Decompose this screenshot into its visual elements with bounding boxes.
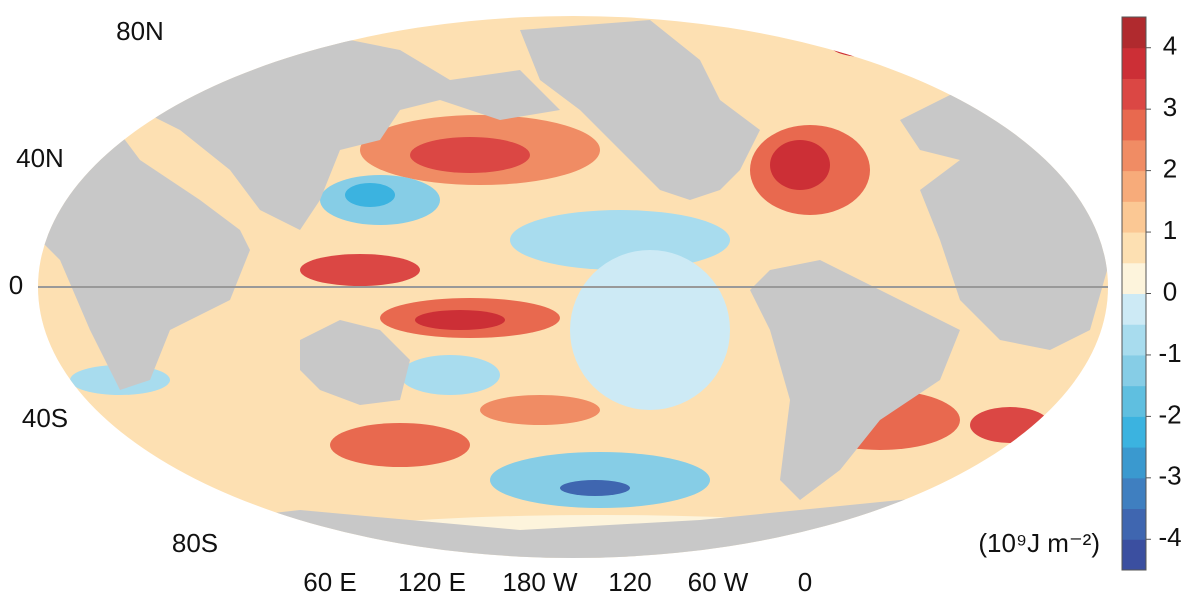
colorbar-swatch	[1122, 17, 1146, 49]
colorbar-swatch	[1122, 539, 1146, 571]
colorbar-swatch	[1122, 201, 1146, 233]
colorbar-tick-label: 4	[1163, 31, 1177, 61]
colorbar-swatch	[1122, 170, 1146, 202]
colorbar-swatch	[1122, 139, 1146, 172]
latitude-label: 80S	[172, 528, 218, 558]
longitude-label: 180 W	[502, 567, 578, 597]
latitude-label: 80N	[116, 16, 164, 46]
colorbar-tick-label: -4	[1158, 522, 1181, 552]
unit-label: (10⁹J m⁻²)	[978, 528, 1100, 558]
colorbar-swatch	[1122, 262, 1146, 294]
longitude-label: 0	[798, 567, 812, 597]
colorbar-swatch	[1122, 508, 1146, 540]
colorbar-swatch	[1122, 293, 1146, 325]
colorbar-swatch	[1122, 109, 1146, 141]
longitude-label: 60 W	[688, 567, 749, 597]
colorbar-tick-label: 1	[1163, 215, 1177, 245]
colorbar-swatch	[1122, 477, 1146, 510]
latitude-label: 40S	[22, 403, 68, 433]
colorbar-swatch	[1122, 447, 1146, 479]
colorbar-tick-label: -2	[1158, 399, 1181, 429]
colorbar-tick-label: 3	[1163, 92, 1177, 122]
latitude-label: 0	[9, 270, 23, 300]
longitude-label: 120	[608, 567, 651, 597]
colorbar-swatch	[1122, 232, 1146, 264]
longitude-label: 120 E	[398, 567, 466, 597]
colorbar-swatch	[1122, 78, 1146, 110]
colorbar-swatch	[1122, 324, 1146, 356]
colorbar-tick-label: -3	[1158, 461, 1181, 491]
colorbar-swatch	[1122, 385, 1146, 417]
colorbar-swatch	[1122, 416, 1146, 448]
colorbar-swatch	[1122, 47, 1146, 79]
colorbar-tick-label: 2	[1163, 153, 1177, 183]
colorbar-tick-label: 0	[1163, 276, 1177, 306]
colorbar-swatch	[1122, 354, 1146, 387]
colorbar: 4 3 2 1 0 -1 -2 -3 -4	[1121, 16, 1182, 571]
axis-labels: 80N 40N 0 40S 80S 60 E 120 E 180 W 120 60 W 0 (10⁹J…	[9, 16, 1100, 597]
longitude-label: 60 E	[303, 567, 357, 597]
map-body	[38, 16, 1108, 558]
latitude-label: 40N	[16, 143, 64, 173]
colorbar-tick-label: -1	[1158, 338, 1181, 368]
